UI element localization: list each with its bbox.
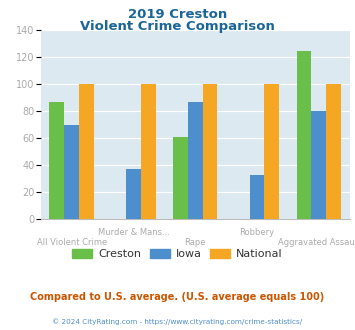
Bar xyxy=(326,84,341,219)
Bar xyxy=(188,102,203,219)
Bar xyxy=(250,175,264,219)
Bar xyxy=(141,84,156,219)
Text: All Violent Crime: All Violent Crime xyxy=(37,238,107,247)
Legend: Creston, Iowa, National: Creston, Iowa, National xyxy=(68,244,287,263)
Bar xyxy=(79,84,94,219)
Text: © 2024 CityRating.com - https://www.cityrating.com/crime-statistics/: © 2024 CityRating.com - https://www.city… xyxy=(53,318,302,325)
Text: Robbery: Robbery xyxy=(240,228,274,237)
Bar xyxy=(296,51,311,219)
Text: Violent Crime Comparison: Violent Crime Comparison xyxy=(80,20,275,33)
Text: Murder & Mans...: Murder & Mans... xyxy=(98,228,169,237)
Text: 2019 Creston: 2019 Creston xyxy=(128,8,227,21)
Bar xyxy=(203,84,218,219)
Bar xyxy=(126,169,141,219)
Text: Rape: Rape xyxy=(185,238,206,247)
Text: Compared to U.S. average. (U.S. average equals 100): Compared to U.S. average. (U.S. average … xyxy=(31,292,324,302)
Bar xyxy=(49,102,64,219)
Bar xyxy=(311,111,326,219)
Bar xyxy=(173,137,188,219)
Text: Aggravated Assault: Aggravated Assault xyxy=(278,238,355,247)
Bar xyxy=(64,125,79,219)
Bar xyxy=(264,84,279,219)
